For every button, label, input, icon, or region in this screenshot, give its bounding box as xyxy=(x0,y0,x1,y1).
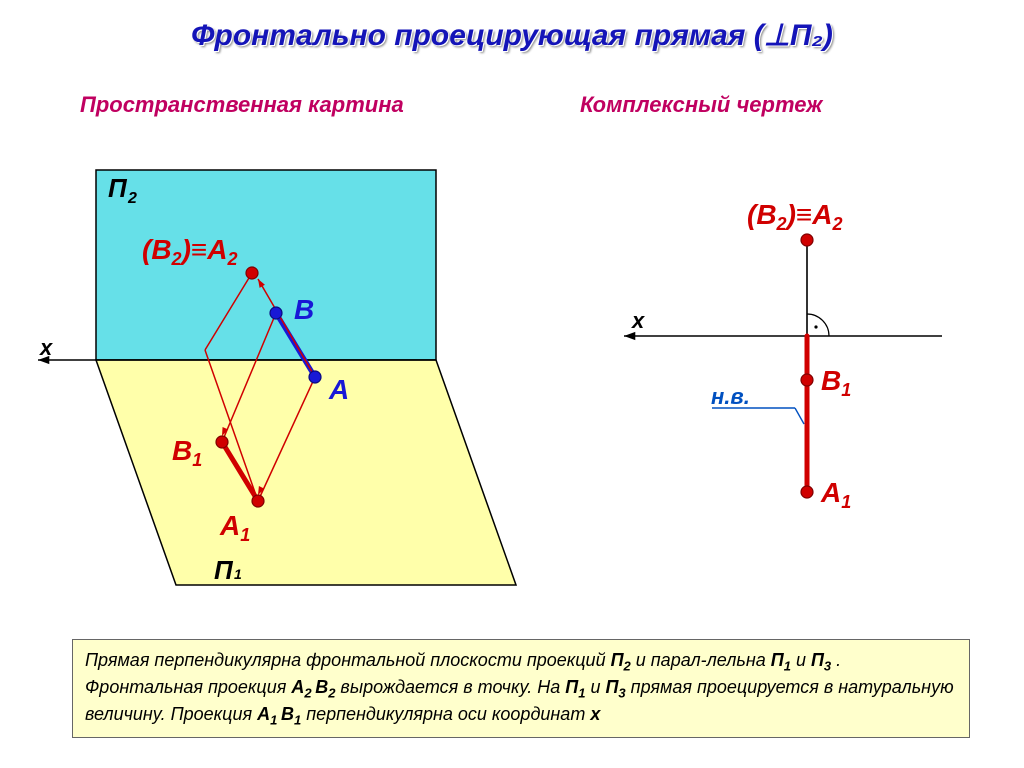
svg-text:П: П xyxy=(108,173,128,203)
complex-drawing: x н.в. (B2)≡A2 B1 A1 xyxy=(572,170,972,555)
svg-text:2: 2 xyxy=(127,190,137,207)
page-title: Фронтально проецирующая прямая (⊥П₂) xyxy=(0,0,1024,53)
svg-text:B1: B1 xyxy=(821,365,851,400)
subheading-left: Пространственная картина xyxy=(80,92,404,118)
svg-text:x: x xyxy=(39,335,53,360)
subheading-right: Комплексный чертеж xyxy=(580,92,822,118)
svg-text:(B2)≡A2: (B2)≡A2 xyxy=(747,199,842,234)
svg-text:н.в.: н.в. xyxy=(711,384,750,409)
svg-text:1: 1 xyxy=(234,566,242,582)
svg-text:A1: A1 xyxy=(820,477,851,512)
svg-text:П: П xyxy=(214,555,234,585)
caption-box: Прямая перпендикулярна фронтальной плоск… xyxy=(72,639,970,738)
svg-text:x: x xyxy=(631,308,645,333)
svg-text:(B2)≡A2: (B2)≡A2 xyxy=(142,234,237,269)
svg-text:B: B xyxy=(294,294,314,325)
spatial-diagram: П2П1x(B2)≡A2BAB1A1 xyxy=(36,155,536,630)
svg-text:A: A xyxy=(328,374,349,405)
